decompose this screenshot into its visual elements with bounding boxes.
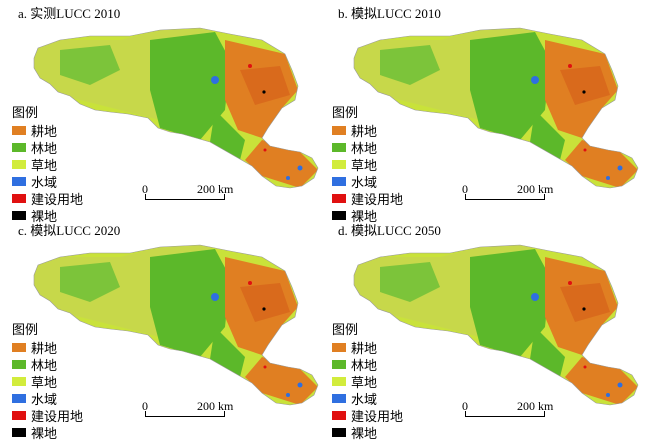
map-panel-a: a. 实测LUCC 2010 图例 耕地 林地 草地 水域 建设用地 裸地 0 … — [0, 0, 325, 224]
legend-label: 耕地 — [351, 124, 378, 139]
scale-distance-label: 200 km — [517, 182, 554, 196]
legend-label: 林地 — [351, 358, 378, 373]
legend-label: 水域 — [31, 175, 58, 190]
legend-label: 建设用地 — [31, 409, 84, 424]
legend-item-forest: 林地 — [12, 139, 83, 156]
legend-label: 水域 — [351, 175, 378, 190]
legend-item-water: 水域 — [332, 173, 403, 190]
legend-item-cropland: 耕地 — [332, 339, 403, 356]
legend-label: 水域 — [351, 392, 378, 407]
legend-item-grassland: 草地 — [12, 373, 83, 390]
legend-swatch — [12, 194, 26, 203]
legend-swatch — [332, 126, 346, 135]
legend-swatch — [12, 160, 26, 169]
legend-item-grassland: 草地 — [12, 156, 83, 173]
legend-swatch — [332, 143, 346, 152]
legend-label: 草地 — [351, 375, 378, 390]
legend-item-grassland: 草地 — [332, 373, 403, 390]
legend-label: 草地 — [351, 158, 378, 173]
legend-swatch — [12, 343, 26, 352]
legend-label: 耕地 — [31, 341, 58, 356]
legend-item-construction: 建设用地 — [332, 190, 403, 207]
legend-item-bare: 裸地 — [12, 207, 83, 224]
legend-label: 林地 — [31, 141, 58, 156]
legend-label: 建设用地 — [351, 409, 404, 424]
legend-title: 图例 — [332, 322, 359, 337]
legend-title: 图例 — [12, 322, 39, 337]
legend-label: 裸地 — [31, 209, 58, 224]
legend-swatch — [332, 211, 346, 220]
scale-distance-label: 200 km — [197, 182, 234, 196]
legend-item-cropland: 耕地 — [12, 122, 83, 139]
scale-bar: 0 200 km — [142, 182, 233, 203]
scale-bar: 0 200 km — [142, 399, 233, 420]
legend-item-grassland: 草地 — [332, 156, 403, 173]
legend-label: 耕地 — [31, 124, 58, 139]
legend-swatch — [12, 411, 26, 420]
legend-item-forest: 林地 — [332, 139, 403, 156]
legend-item-construction: 建设用地 — [12, 190, 83, 207]
map-panel-b: b. 模拟LUCC 2010 图例 耕地 林地 草地 水域 建设用地 裸地 0 … — [320, 0, 645, 224]
legend-item-construction: 建设用地 — [12, 407, 83, 424]
legend-item-cropland: 耕地 — [332, 122, 403, 139]
legend-swatch — [332, 194, 346, 203]
legend-label: 林地 — [31, 358, 58, 373]
map-legend: 图例 耕地 林地 草地 水域 建设用地 裸地 — [332, 102, 403, 224]
legend-item-water: 水域 — [12, 390, 83, 407]
scale-zero-label: 0 — [462, 182, 468, 196]
legend-item-forest: 林地 — [332, 356, 403, 373]
map-panel-c: c. 模拟LUCC 2020 图例 耕地 林地 草地 水域 建设用地 裸地 0 … — [0, 217, 325, 441]
legend-swatch — [332, 343, 346, 352]
legend-label: 水域 — [31, 392, 58, 407]
legend-title: 图例 — [332, 105, 359, 120]
legend-item-construction: 建设用地 — [332, 407, 403, 424]
lucc-map — [33, 244, 319, 406]
legend-label: 裸地 — [351, 209, 378, 224]
scale-bar: 0 200 km — [462, 182, 553, 203]
lucc-map — [33, 27, 319, 189]
legend-item-water: 水域 — [12, 173, 83, 190]
legend-swatch — [12, 377, 26, 386]
legend-swatch — [12, 360, 26, 369]
map-legend: 图例 耕地 林地 草地 水域 建设用地 裸地 — [332, 319, 403, 441]
legend-label: 耕地 — [351, 341, 378, 356]
scale-bar: 0 200 km — [462, 399, 553, 420]
legend-title: 图例 — [12, 105, 39, 120]
map-legend: 图例 耕地 林地 草地 水域 建设用地 裸地 — [12, 102, 83, 224]
legend-item-water: 水域 — [332, 390, 403, 407]
legend-label: 林地 — [351, 141, 378, 156]
legend-label: 建设用地 — [31, 192, 84, 207]
legend-swatch — [332, 177, 346, 186]
legend-swatch — [332, 160, 346, 169]
scale-zero-label: 0 — [142, 399, 148, 413]
legend-swatch — [332, 411, 346, 420]
legend-swatch — [332, 360, 346, 369]
lucc-map — [353, 244, 639, 406]
legend-swatch — [12, 177, 26, 186]
map-title: a. 实测LUCC 2010 — [18, 6, 121, 21]
scale-distance-label: 200 km — [197, 399, 234, 413]
legend-item-bare: 裸地 — [332, 207, 403, 224]
scale-zero-label: 0 — [142, 182, 148, 196]
legend-label: 建设用地 — [351, 192, 404, 207]
legend-swatch — [332, 377, 346, 386]
legend-swatch — [332, 394, 346, 403]
map-title: d. 模拟LUCC 2050 — [338, 223, 441, 238]
legend-swatch — [12, 394, 26, 403]
legend-label: 草地 — [31, 375, 58, 390]
lucc-map — [353, 27, 639, 189]
map-title: b. 模拟LUCC 2010 — [338, 6, 441, 21]
map-panel-d: d. 模拟LUCC 2050 图例 耕地 林地 草地 水域 建设用地 裸地 0 … — [320, 217, 645, 441]
legend-swatch — [12, 143, 26, 152]
legend-item-forest: 林地 — [12, 356, 83, 373]
legend-item-cropland: 耕地 — [12, 339, 83, 356]
scale-zero-label: 0 — [462, 399, 468, 413]
map-title: c. 模拟LUCC 2020 — [18, 223, 121, 238]
legend-swatch — [12, 211, 26, 220]
scale-distance-label: 200 km — [517, 399, 554, 413]
map-legend: 图例 耕地 林地 草地 水域 建设用地 裸地 — [12, 319, 83, 441]
legend-label: 草地 — [31, 158, 58, 173]
legend-swatch — [12, 126, 26, 135]
